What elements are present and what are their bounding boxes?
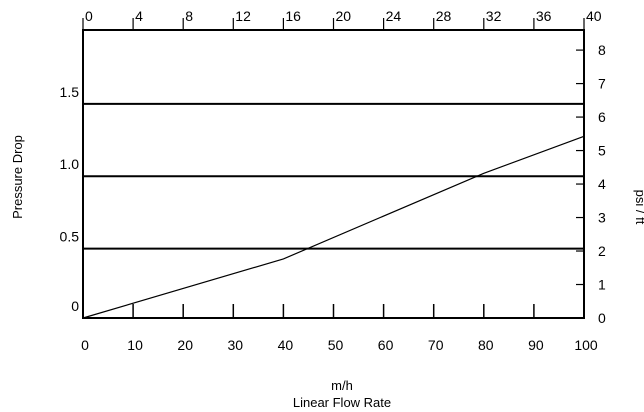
x-tick-label: 100	[574, 337, 598, 353]
y-right-tick-label: 0	[598, 310, 606, 326]
x-top-tick-label: 28	[436, 8, 452, 24]
x-top-tick-label: 24	[386, 8, 402, 24]
x-top-tick-label: 32	[486, 8, 502, 24]
reference-lines	[83, 102, 584, 250]
x-tick-label: 50	[328, 337, 344, 353]
plot-frame	[82, 29, 585, 319]
y-right-tick-label: 4	[598, 176, 606, 192]
x-top-tick-label: 40	[586, 8, 602, 24]
x-tick-label: 40	[278, 337, 294, 353]
x-top-tick-label: 16	[285, 8, 301, 24]
x-tick-label: 80	[478, 337, 494, 353]
x-tick-label: 0	[81, 337, 89, 353]
x-tick-label: 20	[177, 337, 193, 353]
y-tick-label: 0.5	[60, 229, 80, 245]
x-tick-label: 70	[428, 337, 444, 353]
y-tick-label: 1.5	[60, 84, 80, 100]
series-line	[82, 135, 585, 319]
y-tick-label: 1.0	[60, 156, 80, 172]
bottom-axis: 0 10 20 30 40 50 60 70 80 90 100	[81, 304, 598, 353]
right-axis: 0 1 2 3 4 5 6 7 8	[576, 42, 606, 326]
left-axis: 0 0.5 1.0 1.5	[60, 84, 80, 314]
y-right-tick-label: 2	[598, 243, 606, 259]
x-top-tick-label: 4	[135, 8, 143, 24]
x-axis-label: m/h	[331, 378, 353, 393]
y-right-tick-label: 7	[598, 76, 606, 92]
y-right-tick-label: 8	[598, 42, 606, 58]
x-top-tick-label: 12	[235, 8, 251, 24]
x-tick-label: 30	[228, 337, 244, 353]
x-tick-label: 10	[127, 337, 143, 353]
x-top-tick-label: 36	[536, 8, 552, 24]
y-right-tick-label: 6	[598, 109, 606, 125]
x-top-tick-label: 8	[185, 8, 193, 24]
y-axis-label-right: psi / ft	[633, 190, 644, 225]
x-tick-label: 60	[378, 337, 394, 353]
top-axis: 0 4 8 12 16 20 24 28 32 36 40	[82, 8, 602, 30]
x-axis-label-secondary: Linear Flow Rate	[293, 395, 391, 410]
y-right-tick-label: 3	[598, 210, 606, 226]
y-right-tick-label: 5	[598, 143, 606, 159]
y-right-tick-label: 1	[598, 277, 606, 293]
x-top-tick-label: 0	[85, 8, 93, 24]
x-top-tick-label: 20	[336, 8, 352, 24]
x-tick-label: 90	[528, 337, 544, 353]
y-tick-label: 0	[71, 298, 79, 314]
y-axis-label: Pressure Drop	[10, 135, 25, 219]
